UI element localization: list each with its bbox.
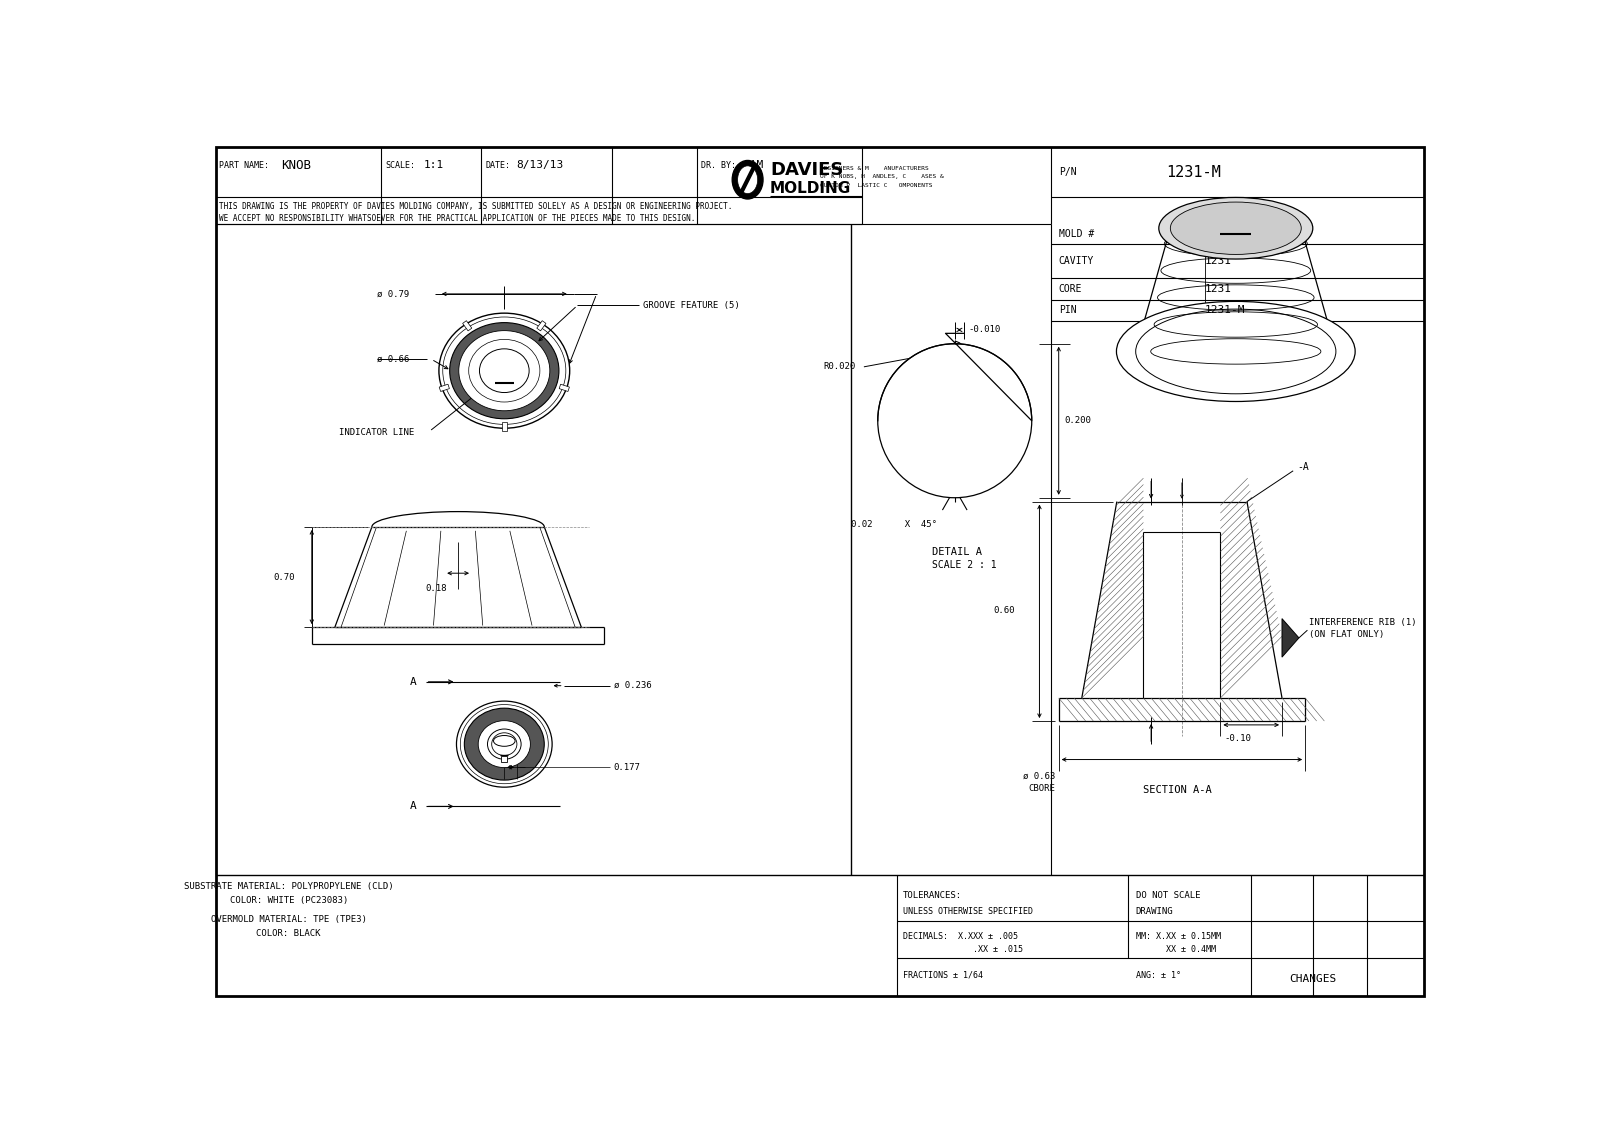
Text: DESIGNERS & M    ANUFACTURERS: DESIGNERS & M ANUFACTURERS [819,165,928,171]
Ellipse shape [464,709,544,780]
Text: 1:1: 1:1 [424,160,443,170]
Text: 1231: 1231 [1205,284,1232,294]
Text: WE ACCEPT NO RESPONSIBILITY WHATSOEVER FOR THE PRACTICAL APPLICATION OF THE PIEC: WE ACCEPT NO RESPONSIBILITY WHATSOEVER F… [219,214,696,223]
Text: 0.60: 0.60 [994,607,1014,616]
Text: COLOR: WHITE (PC23083): COLOR: WHITE (PC23083) [229,895,347,904]
Bar [501,756,507,762]
Text: DECIMALS:  X.XXX ± .005: DECIMALS: X.XXX ± .005 [902,932,1018,941]
Text: 0.18: 0.18 [426,584,448,593]
Text: MOLD #: MOLD # [1059,229,1094,239]
Text: PIN: PIN [1059,305,1077,315]
Text: INDICATOR LINE: INDICATOR LINE [339,428,414,437]
Text: CORE: CORE [1059,284,1082,294]
Text: SCALE:: SCALE: [386,161,414,170]
Text: (ON FLAT ONLY): (ON FLAT ONLY) [1309,629,1384,638]
Text: JAM: JAM [742,160,763,170]
Ellipse shape [459,331,550,411]
Circle shape [878,344,1032,498]
Text: PART NAME:: PART NAME: [219,161,269,170]
Text: KNOB: KNOB [282,158,310,172]
Polygon shape [1282,618,1299,658]
Text: P/N: P/N [1059,168,1077,177]
Text: GROOVE FEATURE (5): GROOVE FEATURE (5) [643,301,739,310]
Text: XX ± 0.4MM: XX ± 0.4MM [1136,945,1216,954]
Bar [502,421,507,431]
Text: 0.177: 0.177 [614,763,640,772]
Text: TOLERANCES:: TOLERANCES: [902,891,962,900]
Text: ø 0.63: ø 0.63 [1022,772,1054,781]
Text: CAVITY: CAVITY [1059,256,1094,266]
Text: 8/13/13: 8/13/13 [515,160,563,170]
Ellipse shape [480,349,530,393]
Text: -A: -A [1298,462,1309,472]
Bar [462,320,472,331]
Text: DAVIES: DAVIES [770,162,843,180]
Text: -0.010: -0.010 [968,325,1002,334]
Text: OF K NOBS, H  ANDLES, C    ASES &: OF K NOBS, H ANDLES, C ASES & [819,174,944,179]
Text: ø 0.66: ø 0.66 [378,354,410,363]
Text: ø 0.79: ø 0.79 [378,290,410,299]
Ellipse shape [493,736,515,746]
Bar [558,384,570,392]
Text: 0.70: 0.70 [274,573,294,582]
Ellipse shape [738,166,758,194]
Text: FRACTIONS ± 1/64: FRACTIONS ± 1/64 [902,970,982,979]
Ellipse shape [488,729,522,760]
Text: DATE:: DATE: [485,161,510,170]
Text: MM: X.XX ± 0.15MM: MM: X.XX ± 0.15MM [1136,932,1221,941]
Ellipse shape [478,721,530,767]
Text: 0.200: 0.200 [1064,417,1091,426]
Text: ANG: ± 1°: ANG: ± 1° [1136,970,1181,979]
Text: INTERFERENCE RIB (1): INTERFERENCE RIB (1) [1309,618,1416,627]
Ellipse shape [1136,309,1336,394]
Text: A: A [410,801,418,812]
Text: OVERMOLD MATERIAL: TPE (TPE3): OVERMOLD MATERIAL: TPE (TPE3) [211,915,366,924]
Text: DETAIL A: DETAIL A [931,547,982,557]
Ellipse shape [1117,301,1355,402]
Text: DRAWING: DRAWING [1136,907,1173,916]
Ellipse shape [1158,197,1312,259]
Bar [536,320,546,331]
Text: UNLESS OTHERWISE SPECIFIED: UNLESS OTHERWISE SPECIFIED [902,907,1034,916]
Text: CUSTOM P  LASTIC C   OMPONENTS: CUSTOM P LASTIC C OMPONENTS [819,182,933,188]
Text: SCALE 2 : 1: SCALE 2 : 1 [931,560,997,571]
Text: MOLDING: MOLDING [770,181,851,196]
Ellipse shape [450,323,558,419]
Text: .XX ± .015: .XX ± .015 [902,945,1022,954]
Text: 0.02      X  45°: 0.02 X 45° [851,521,938,529]
Ellipse shape [491,732,517,755]
Ellipse shape [733,161,763,199]
Text: -0.10: -0.10 [1224,735,1251,744]
Bar [438,384,450,392]
Ellipse shape [1170,201,1301,255]
Text: DR. BY:: DR. BY: [701,161,736,170]
Text: 1231: 1231 [1205,229,1232,239]
Text: DO NOT SCALE: DO NOT SCALE [1136,891,1200,900]
Text: SECTION A-A: SECTION A-A [1144,786,1213,796]
Text: ø 0.236: ø 0.236 [614,681,651,691]
Text: R0.020: R0.020 [824,362,856,371]
Text: CBORE: CBORE [1027,783,1054,792]
Text: COLOR: BLACK: COLOR: BLACK [256,929,322,938]
Text: THIS DRAWING IS THE PROPERTY OF DAVIES MOLDING COMPANY, IS SUBMITTED SOLELY AS A: THIS DRAWING IS THE PROPERTY OF DAVIES M… [219,203,733,212]
Text: 1231-M: 1231-M [1205,305,1245,315]
Text: 1231: 1231 [1205,256,1232,266]
Text: 1231-M: 1231-M [1166,164,1221,180]
Text: SUBSTRATE MATERIAL: POLYPROPYLENE (CLD): SUBSTRATE MATERIAL: POLYPROPYLENE (CLD) [184,882,394,891]
Text: A: A [410,677,418,687]
Text: CHANGES: CHANGES [1290,974,1336,984]
